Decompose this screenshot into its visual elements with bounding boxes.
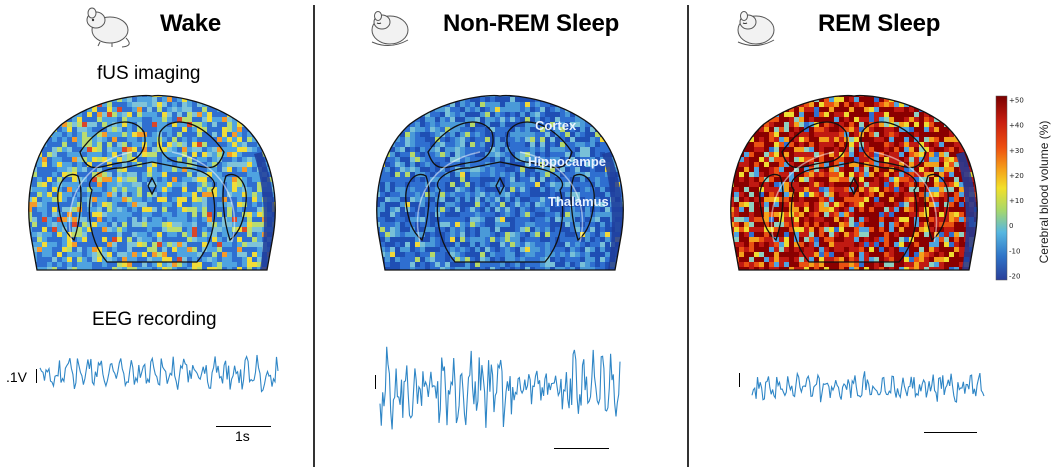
eeg-waveform [39, 354, 279, 393]
sleeping-rat-icon [371, 11, 409, 46]
colorbar: +50 +40 +30 +20 +10 0 -10 -20 Cerebral blood vo… [995, 95, 1051, 281]
eeg-trace-wake [39, 354, 279, 393]
brain-map-wake [28, 94, 276, 271]
voltage-scale-bar [36, 369, 37, 383]
eeg-trace-rem [751, 371, 985, 403]
panel-title-rem: REM Sleep [818, 10, 941, 37]
panel-title-nrem: Non-REM Sleep [443, 10, 620, 37]
colorbar-tick-label: -20 [1009, 273, 1020, 281]
panel-title-wake: Wake [160, 10, 222, 37]
divider-left [313, 5, 315, 467]
time-scale-bar-wake [216, 426, 271, 427]
colorbar-tick-label: +40 [1009, 122, 1024, 130]
caption-eeg-recording: EEG recording [92, 309, 217, 330]
voltage-scale-bar-rem [739, 373, 740, 387]
brain-map-nrem [376, 94, 624, 271]
colorbar-tick-label: +30 [1009, 147, 1024, 155]
time-scale-bar-nrem [554, 448, 609, 449]
colorbar-tick-label: +20 [1009, 172, 1024, 180]
colorbar-tick-label: -10 [1009, 247, 1020, 255]
eeg-trace-nrem [379, 346, 621, 430]
region-labels: Cortex Hippocampe Thalamus [528, 118, 609, 209]
colorbar-tick-label: +50 [1009, 97, 1024, 105]
rem-sleeping-rat-icon [737, 11, 775, 46]
label-cortex: Cortex [535, 118, 577, 133]
colorbar-title: Cerebral blood volume (%) [1037, 121, 1051, 264]
colorbar-tick-label: +10 [1009, 197, 1024, 205]
eeg-waveform [379, 346, 621, 430]
brain-map-rem [730, 94, 978, 271]
time-scale-label: 1s [235, 428, 250, 444]
label-thalamus: Thalamus [548, 194, 609, 209]
label-hippocampe: Hippocampe [528, 154, 606, 169]
voltage-scale-label: .1V [6, 369, 28, 385]
colorbar-tick-label: 0 [1009, 222, 1013, 230]
voltage-scale-bar-nrem [375, 375, 376, 389]
divider-right [687, 5, 689, 467]
time-scale-bar-rem [924, 432, 977, 433]
caption-fus-imaging: fUS imaging [97, 63, 201, 84]
eeg-waveform [751, 371, 985, 403]
awake-rat-icon [86, 7, 130, 48]
